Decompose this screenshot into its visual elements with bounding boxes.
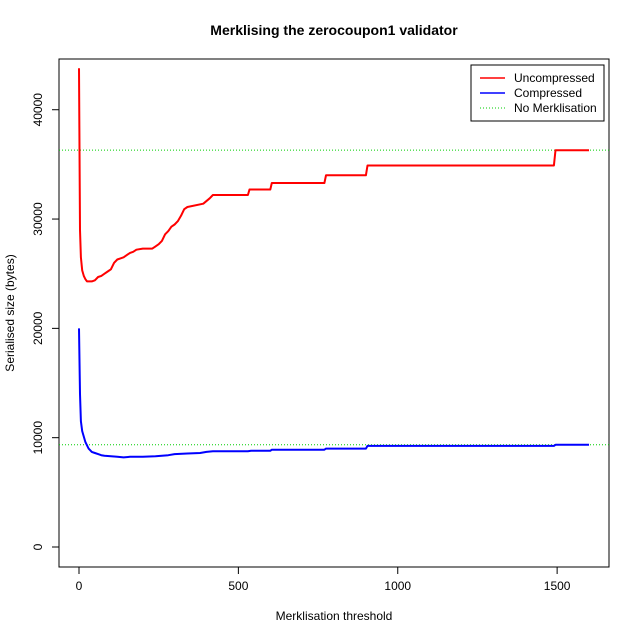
y-tick-label: 0 [31, 543, 45, 550]
legend-label-uncompressed: Uncompressed [514, 71, 595, 85]
reference-lines [59, 149, 609, 446]
series-line-compressed [78, 328, 589, 459]
chart-title: Merklising the zerocoupon1 validator [210, 22, 458, 38]
legend: Uncompressed Compressed No Merklisation [470, 64, 605, 122]
x-axis-label: Merklisation threshold [276, 609, 393, 623]
x-tick-label: 500 [228, 579, 248, 593]
x-tick-label: 1000 [384, 579, 411, 593]
y-axis-label: Serialised size (bytes) [3, 254, 17, 371]
series-line-uncompressed [78, 68, 589, 283]
x-tick-label: 0 [76, 579, 83, 593]
legend-label-compressed: Compressed [514, 86, 582, 100]
x-tick-label: 1500 [544, 579, 571, 593]
y-axis: 0 10000 20000 30000 40000 [31, 93, 60, 550]
plot-frame [58, 58, 610, 568]
legend-label-no-merklisation: No Merklisation [514, 101, 597, 115]
y-tick-label: 40000 [31, 93, 45, 127]
series-lines [78, 68, 589, 459]
y-tick-label: 20000 [31, 311, 45, 345]
y-tick-label: 30000 [31, 202, 45, 236]
y-tick-label: 10000 [31, 421, 45, 455]
x-axis: 0 500 1000 1500 [76, 566, 571, 593]
